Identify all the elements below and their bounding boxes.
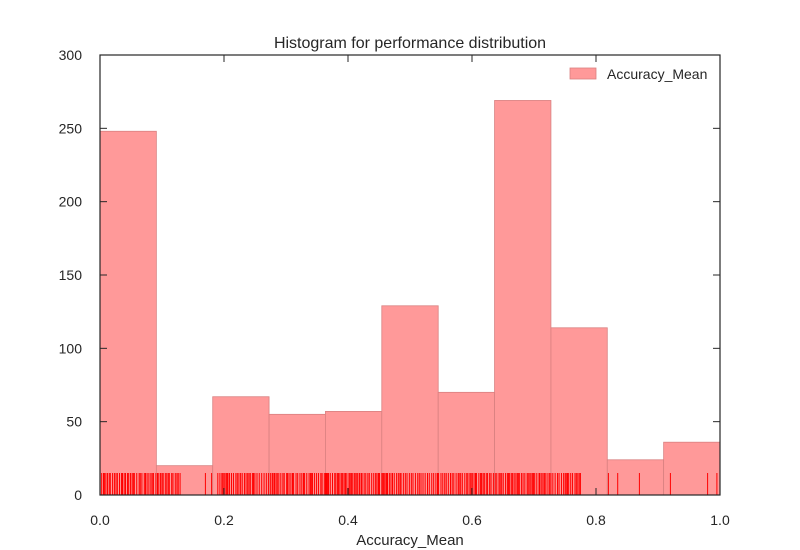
legend-swatch: [569, 67, 597, 80]
chart-title: Histogram for performance distribution: [274, 35, 546, 52]
y-tick-label: 200: [59, 194, 83, 210]
x-tick-label: 0.2: [214, 512, 234, 528]
legend: Accuracy_Mean: [569, 66, 707, 82]
y-tick-label: 150: [59, 267, 83, 283]
x-tick-label: 0.0: [90, 512, 110, 528]
histogram-bar: [550, 327, 608, 496]
y-tick-label: 50: [66, 414, 82, 430]
bars-group: [99, 100, 721, 496]
x-tick-label: 0.8: [586, 512, 606, 528]
histogram-bar: [494, 100, 552, 496]
rug-group: [99, 473, 718, 495]
y-tick-label: 250: [59, 120, 83, 136]
legend-label: Accuracy_Mean: [607, 66, 707, 82]
axes-group: 0 50 100 150 200 250 300 0.0 0.2 0.4 0.6 0.8 1.0: [59, 47, 730, 528]
x-tick-label: 0.4: [338, 512, 358, 528]
y-tick-label: 0: [74, 487, 82, 503]
x-axis-label: Accuracy_Mean: [356, 532, 464, 549]
histogram-bar: [606, 459, 665, 496]
histogram-bar: [663, 441, 721, 496]
y-tick-label: 100: [59, 340, 83, 356]
x-tick-label: 1.0: [710, 512, 730, 528]
histogram-bar: [99, 130, 157, 496]
x-tick-label: 0.6: [462, 512, 482, 528]
histogram-bar: [381, 305, 439, 496]
y-tick-label: 300: [59, 47, 83, 63]
